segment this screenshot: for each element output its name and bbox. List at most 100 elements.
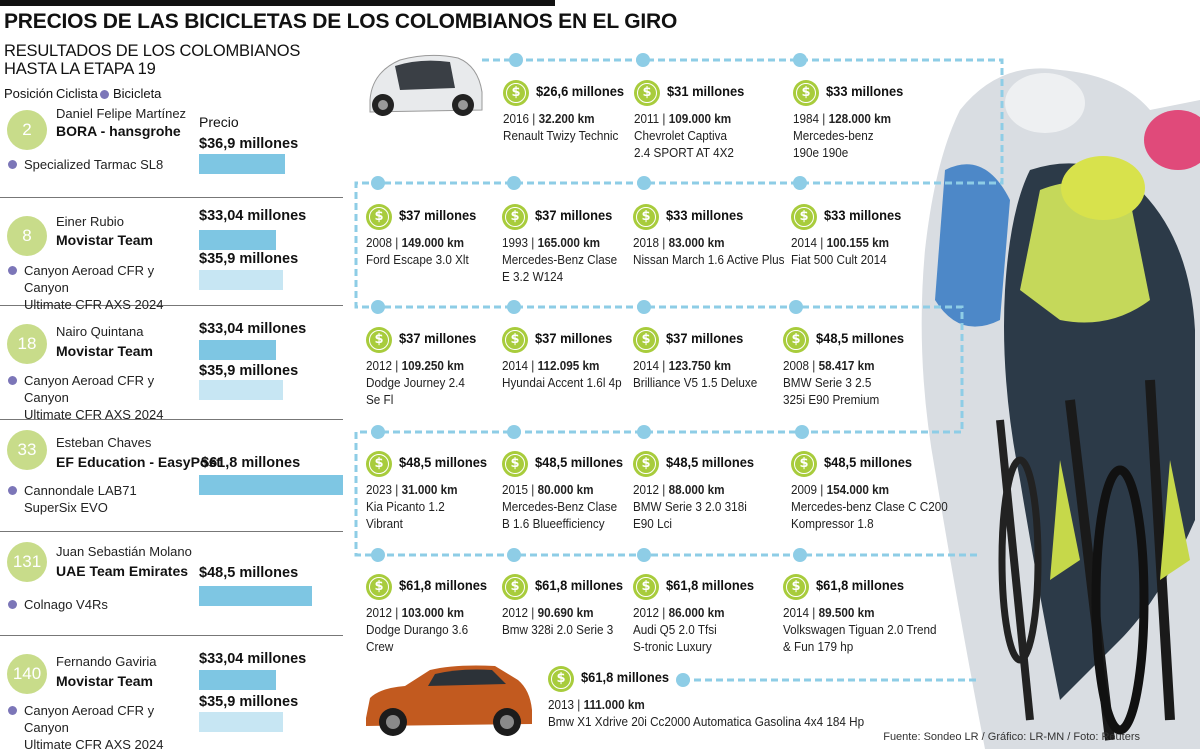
car-price: $37 millones <box>399 207 477 223</box>
car-model-line: Bmw 328i 2.0 Serie 3 <box>502 622 614 637</box>
price-bar <box>199 154 285 174</box>
rider-name: Daniel Felipe Martínez <box>56 106 187 121</box>
car-model-line: E90 Lci <box>633 516 673 531</box>
price-bar <box>199 270 283 290</box>
price-bar <box>199 586 312 606</box>
car-year-km: 2012 | 88.000 km <box>633 482 725 497</box>
car-model-line: Crew <box>366 639 394 654</box>
car-price: $33 millones <box>824 207 902 223</box>
car-model-line: Se Fl <box>366 392 394 407</box>
car-model-line: E 3.2 W124 <box>502 269 564 284</box>
car-price: $37 millones <box>666 330 744 346</box>
rider-row: 8 Einer Rubio Movistar Team Canyon Aeroad C… <box>0 198 343 312</box>
precio-header: Precio <box>199 114 239 130</box>
twizy-car-icon <box>369 54 483 116</box>
car-year-km: 2013 | 111.000 km <box>548 697 645 712</box>
car-price: $48,5 millones <box>666 454 755 470</box>
car-year-km: 2016 | 32.200 km <box>503 111 595 126</box>
car-price: $37 millones <box>535 207 613 223</box>
car-details: 2013 | 111.000 km Bmw X1 Xdrive 20i Cc200… <box>548 696 864 730</box>
price-label: $48,5 millones <box>199 565 299 581</box>
price-label: $61,8 millones <box>201 455 301 471</box>
car-price: $37 millones <box>399 330 477 346</box>
car-price: $48,5 millones <box>816 330 905 346</box>
car-model-line: Nissan March 1.6 Active Plus <box>633 252 785 267</box>
bike-model-line: Ultimate CFR AXS 2024 <box>24 407 164 422</box>
bike-model-line: Ultimate CFR AXS 2024 <box>24 737 164 749</box>
header-posicion: Posición <box>4 86 54 101</box>
car-details: 2011 | 109.000 km Chevrolet Captiva 2.4 SP… <box>634 110 734 161</box>
car-year-km: 1984 | 128.000 km <box>793 111 892 126</box>
car-year-km: 2014 | 123.750 km <box>633 358 732 373</box>
dollar-coin-icon: $ <box>793 80 819 106</box>
car-details: 2012 | 103.000 km Dodge Durango 3.6 Crew <box>366 604 468 655</box>
car-year-km: 2009 | 154.000 km <box>791 482 890 497</box>
header-ciclista: Ciclista <box>56 86 98 101</box>
rider-name: Fernando Gaviria <box>56 654 157 669</box>
car-price: $48,5 millones <box>535 454 624 470</box>
price-label: $33,04 millones <box>199 321 307 337</box>
car-price: $61,8 millones <box>399 577 488 593</box>
dollar-coin-icon: $ <box>503 80 529 106</box>
dollar-coin-icon: $ <box>633 327 659 353</box>
dollar-coin-icon: $ <box>791 451 817 477</box>
dollar-coin-icon: $ <box>366 574 392 600</box>
dollar-coin-icon: $ <box>502 574 528 600</box>
bullet-dot-icon <box>8 266 17 275</box>
dollar-coin-icon: $ <box>783 327 809 353</box>
header-bicicleta: Bicicleta <box>100 86 161 101</box>
price-label: $33,04 millones <box>199 651 307 667</box>
bike-model-line: Ultimate CFR AXS 2024 <box>24 297 164 312</box>
dollar-coin-icon: $ <box>502 204 528 230</box>
subtitle-line: RESULTADOS DE LOS COLOMBIANOS <box>4 42 301 60</box>
rider-team: Movistar Team <box>56 232 153 248</box>
bike-model: Canyon Aeroad CFR y Canyon Ultimate CFR A… <box>8 372 188 423</box>
car-details: 2008 | 58.417 km BMW Serie 3 2.5 325i E90 … <box>783 357 879 408</box>
price-bar <box>199 380 283 400</box>
price-label: $36,9 millones <box>199 136 299 152</box>
bike-model: Canyon Aeroad CFR y Canyon Ultimate CFR A… <box>8 702 188 749</box>
dollar-coin-icon: $ <box>633 451 659 477</box>
price-label: $35,9 millones <box>199 251 299 267</box>
page-subtitle: RESULTADOS DE LOS COLOMBIANOS HASTA LA E… <box>4 42 324 78</box>
position-badge: 33 <box>7 430 47 470</box>
car-model-line: Mercedes-benz Clase C C200 <box>791 499 948 514</box>
car-details: 2014 | 89.500 km Volkswagen Tiguan 2.0 Tr… <box>783 604 937 655</box>
position-badge: 2 <box>7 110 47 150</box>
rider-row: 33 Esteban Chaves EF Education - EasyPost C… <box>0 420 343 532</box>
car-year-km: 2014 | 112.095 km <box>502 358 600 373</box>
car-model-line: Chevrolet Captiva <box>634 128 727 143</box>
car-model-line: 325i E90 Premium <box>783 392 880 407</box>
car-year-km: 2008 | 58.417 km <box>783 358 875 373</box>
rider-row: 131 Juan Sebastián Molano UAE Team Emirate… <box>0 532 343 636</box>
bullet-dot-icon <box>8 160 17 169</box>
car-model-line: Kompressor 1.8 <box>791 516 874 531</box>
dollar-coin-icon: $ <box>502 327 528 353</box>
car-details: 2014 | 123.750 km Brilliance V5 1.5 Delux… <box>633 357 757 391</box>
dollar-coin-icon: $ <box>783 574 809 600</box>
car-year-km: 2012 | 109.250 km <box>366 358 465 373</box>
position-badge: 131 <box>7 542 47 582</box>
car-model-line: Vibrant <box>366 516 403 531</box>
car-price: $48,5 millones <box>824 454 913 470</box>
dollar-coin-icon: $ <box>502 451 528 477</box>
car-details: 2014 | 112.095 km Hyundai Accent 1.6l 4p <box>502 357 622 391</box>
bullet-dot-icon <box>8 486 17 495</box>
bullet-dot-icon <box>100 90 109 100</box>
dollar-coin-icon: $ <box>548 666 574 692</box>
price-bar <box>199 670 276 690</box>
dollar-coin-icon: $ <box>366 451 392 477</box>
car-model-line: Volkswagen Tiguan 2.0 Trend <box>783 622 937 637</box>
car-details: 1984 | 128.000 km Mercedes-benz 190e 190e <box>793 110 891 161</box>
car-model-line: Dodge Journey 2.4 <box>366 375 465 390</box>
car-year-km: 2008 | 149.000 km <box>366 235 465 250</box>
car-model-line: B 1.6 Blueefficiency <box>502 516 605 531</box>
car-price: $61,8 millones <box>535 577 624 593</box>
rider-team: EF Education - EasyPost <box>56 454 221 470</box>
price-label: $33,04 millones <box>199 208 307 224</box>
car-details: 2023 | 31.000 km Kia Picanto 1.2 Vibrant <box>366 481 458 532</box>
position-badge: 140 <box>7 654 47 694</box>
car-model-line: BMW Serie 3 2.5 <box>783 375 872 390</box>
rider-name: Nairo Quintana <box>56 324 144 339</box>
